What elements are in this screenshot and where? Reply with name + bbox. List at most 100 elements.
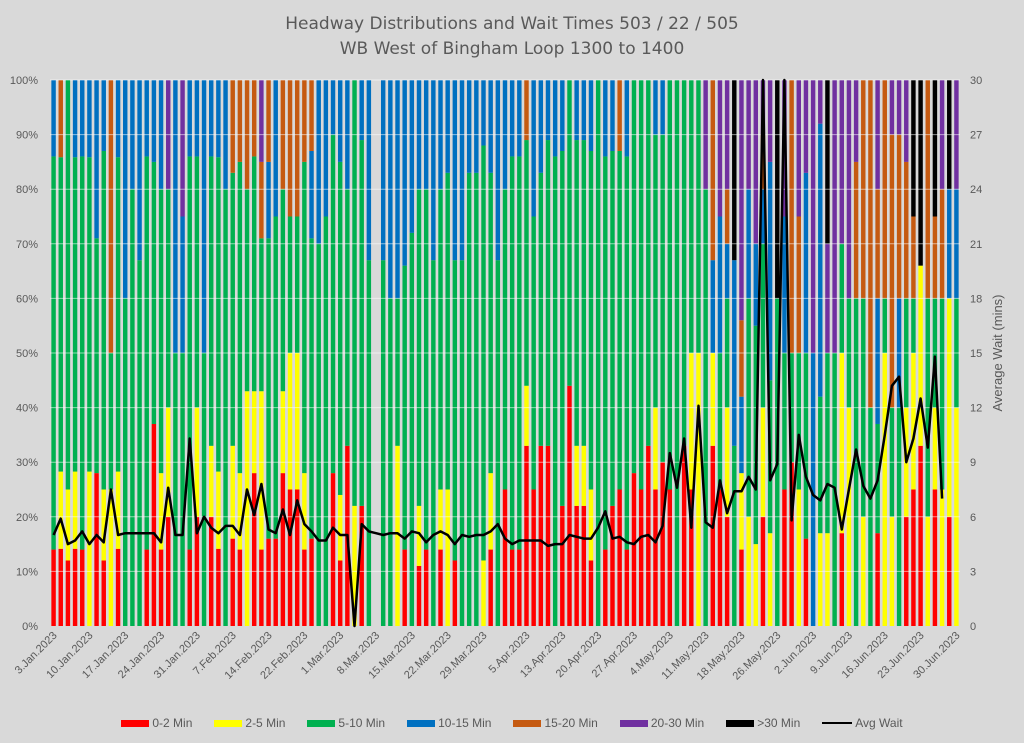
bar-segment-5-10-min [423, 189, 429, 550]
bar-segment-0-2-min [151, 423, 157, 626]
bar-segment-2-5-min [216, 471, 221, 549]
bar-segment-10-15-min [273, 80, 278, 217]
bar-segment-10-15-min [187, 80, 192, 157]
bar-segment-0-2-min [94, 473, 99, 626]
legend-line [822, 722, 853, 724]
bar-segment-10-15-min [481, 80, 486, 146]
bar-segment-5-10-min [617, 150, 622, 490]
bar-segment-0-2-min [423, 549, 429, 626]
bar-segment-5-10-min [803, 353, 809, 539]
bar-segment-5-10-min [760, 243, 766, 408]
bar-segment-10-15-min [115, 80, 121, 158]
bar-segment-2-5-min [524, 385, 529, 446]
bar-segment-10-15-min [610, 80, 615, 151]
bar-segment-10-15-min [402, 80, 407, 266]
bar-segment-0-2-min [158, 549, 164, 626]
bar-segment-5-10-min [108, 353, 114, 490]
bar-segment-10-15-min [574, 80, 579, 141]
bar-segment-15-20-min [911, 216, 916, 299]
bar-segment-5-10-min [137, 260, 142, 626]
bar-segment-15-20-min [251, 80, 257, 157]
bar-segment-0-2-min [65, 560, 71, 626]
bar-segment-0-2-min [545, 445, 551, 626]
bar-segment-2-5-min [158, 473, 164, 550]
bar-segment-10-15-min [517, 80, 522, 157]
bar-segment-5-10-min [180, 353, 185, 626]
bar-segment-10-15-min [94, 80, 99, 239]
bar-segment-20-30-min [832, 80, 837, 353]
bar-segment-0-2-min [524, 445, 529, 626]
bar-segment-0-2-min [588, 560, 594, 626]
bar-segment-5-10-min [273, 216, 278, 539]
bar-segment-10-15-min [51, 80, 56, 157]
bar-segment-10-15-min [173, 80, 178, 353]
bar-segment-10-15-min [588, 80, 594, 151]
legend-item-avg-wait: Avg Wait [822, 716, 903, 730]
bar-segment-20-30-min [839, 80, 844, 244]
bar-segment-10-15-min [767, 161, 773, 381]
bar-segment-2-5-min [259, 391, 264, 550]
bar-segment-5-10-min [459, 260, 465, 626]
bar-segment-15-20-min [266, 80, 271, 162]
bar-segment-2-5-min [395, 445, 400, 626]
bar-segment-2-5-min [653, 407, 658, 490]
bar-segment-0-2-min [302, 549, 307, 626]
bar-segment-0-2-min [101, 560, 106, 626]
bar-segment-10-15-min [739, 396, 744, 474]
bar-segment-5-10-min [466, 172, 472, 626]
bar-segment-2-5-min [294, 353, 300, 490]
bar-segment-0-2-min [438, 549, 443, 626]
y-tick-right: 27 [970, 130, 982, 142]
chart-subtitle: WB West of Bingham Loop 1300 to 1400 [339, 39, 685, 59]
bar-segment-20-30-min [904, 80, 909, 162]
bar-segment-15-20-min [287, 80, 293, 217]
bar-segment-10-15-min [194, 80, 200, 157]
bar-segment-0-2-min [839, 533, 844, 626]
bar-segment-2-5-min [237, 473, 243, 550]
bar-segment-0-2-min [259, 549, 264, 626]
bar-segment-0-2-min [359, 505, 364, 626]
bar-segment-2-5-min [574, 445, 579, 506]
bar-segment-5-10-min [366, 260, 372, 626]
bar-segment-5-10-min [352, 80, 357, 506]
bar-segment-10-15-min [316, 80, 321, 244]
bar-segment-0-2-min [287, 489, 293, 626]
legend-item-2-5: 2-5 Min [214, 716, 285, 730]
bar-segment-0-2-min [574, 505, 579, 626]
bar-segment-5-10-min [717, 353, 723, 490]
bar-segment-2-5-min [481, 560, 486, 626]
bar-segment-5-10-min [474, 172, 479, 626]
bar-segment-10-15-min [560, 80, 565, 151]
bar-segment-0-2-min [294, 489, 300, 626]
legend-item-20-30: 20-30 Min [619, 716, 704, 730]
legend-item-10-15: 10-15 Min [407, 716, 491, 730]
bar-segment-5-10-min [796, 353, 801, 490]
bar-segment-5-10-min [588, 150, 594, 490]
bar-segment-0-2-min [337, 560, 343, 626]
y-tick-left: 40% [16, 403, 38, 415]
bar-segment-5-10-min [101, 150, 106, 490]
bar-segment-10-15-min [717, 216, 723, 353]
bar-segment-10-15-min [803, 172, 809, 353]
legend-swatch [121, 719, 150, 727]
bar-segment-0-2-min [251, 473, 257, 626]
legend-label: 2-5 Min [245, 716, 286, 730]
bar-segment-5-10-min [445, 172, 450, 490]
bar-segment-10-15-min [337, 80, 343, 162]
bar-segment-2-5-min [72, 471, 78, 549]
bar-segment-2-5-min [438, 489, 443, 550]
bar-segment-10-15-min [624, 80, 630, 157]
y-tick-left: 20% [16, 512, 38, 524]
y-tick-right: 9 [970, 457, 976, 469]
bar-segment-10-15-min [216, 80, 221, 158]
legend-swatch [726, 719, 755, 727]
legend-label: >30 Min [757, 716, 801, 730]
bar-segment-2-5-min [696, 353, 701, 626]
bar-segment-5-10-min [194, 156, 200, 408]
bar-segment-0-2-min [875, 533, 880, 626]
y-tick-right: 6 [970, 512, 976, 524]
bar-segment-10-15-min [495, 80, 501, 261]
bar-segment-10-15-min [818, 123, 823, 397]
bar-segment-15-20-min [237, 80, 243, 162]
bar-segment-5-10-min [58, 157, 63, 472]
